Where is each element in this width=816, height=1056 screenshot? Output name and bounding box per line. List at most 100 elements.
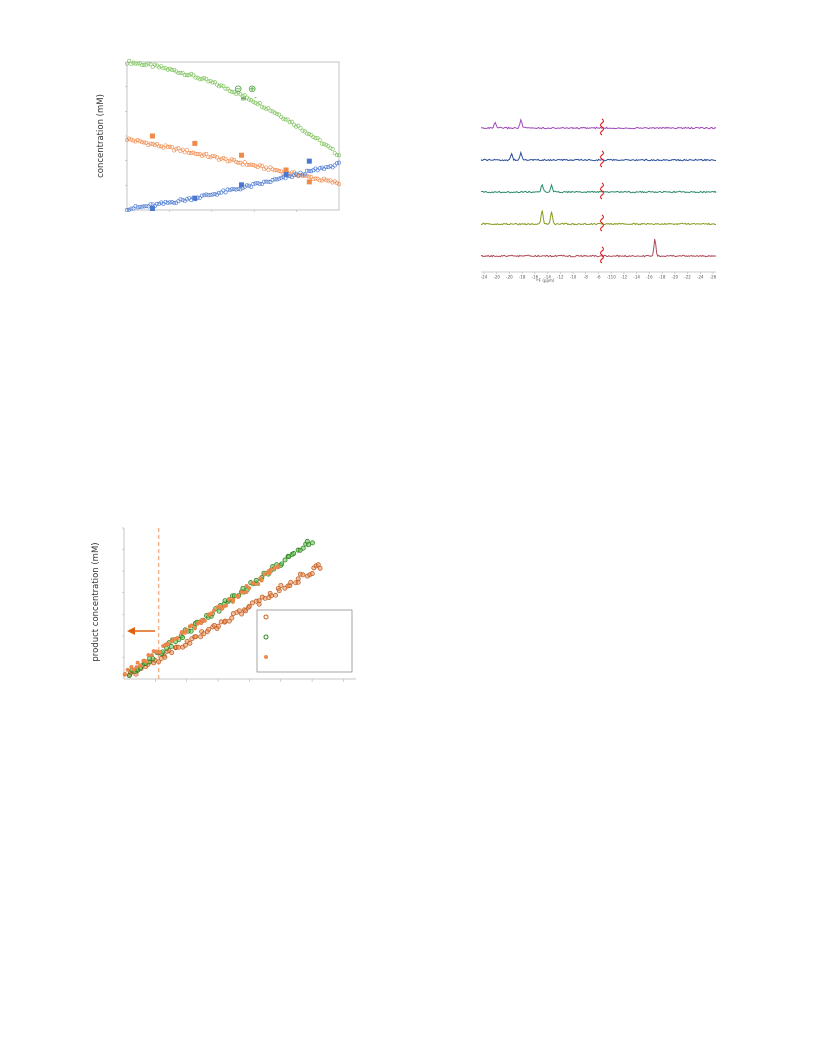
x-tick-label: -18: [659, 275, 666, 280]
data-point: [184, 197, 189, 202]
data-point: [225, 187, 230, 192]
data-point: [257, 163, 262, 168]
spectrum-trace: [480, 210, 716, 226]
spectrum-trace: [481, 239, 717, 258]
data-point: [202, 152, 207, 157]
data-point: [159, 200, 164, 205]
data-point: [296, 173, 301, 178]
data-square: [238, 182, 244, 188]
data-point: [268, 593, 274, 599]
data-point: [217, 604, 222, 609]
axis-break-mark: [599, 246, 605, 264]
data-point: [223, 190, 228, 195]
data-point: [144, 204, 149, 209]
data-point: [146, 653, 151, 658]
data-point: [210, 153, 215, 158]
data-point: [206, 79, 211, 84]
data-point: [244, 583, 249, 588]
data-point: [162, 654, 168, 660]
data-point: [174, 146, 179, 151]
data-point: [259, 104, 264, 109]
data-point: [182, 642, 188, 648]
data-point: [193, 151, 198, 156]
data-point: [322, 167, 327, 172]
data-point: [257, 181, 262, 186]
data-point: [283, 117, 288, 122]
data-point: [309, 540, 315, 546]
spectrum-trace: [480, 118, 717, 130]
data-point: [157, 650, 162, 655]
data-point: [264, 165, 269, 170]
data-point: [161, 66, 166, 71]
data-point: [144, 140, 149, 145]
spectrum-trace: [480, 150, 717, 162]
data-point: [236, 595, 241, 600]
data-point: [195, 152, 200, 157]
data-point: [148, 141, 153, 146]
data-point: [193, 75, 198, 80]
data-point: [165, 200, 170, 205]
data-point: [178, 197, 183, 202]
data-point: [134, 665, 139, 670]
data-point: [247, 97, 252, 102]
data-point: [135, 138, 140, 143]
data-point: [236, 160, 241, 165]
data-point: [225, 86, 230, 91]
x-tick-label: -20: [506, 275, 513, 280]
data-point: [223, 86, 228, 91]
data-point: [298, 173, 303, 178]
data-point: [247, 183, 252, 188]
data-point: [175, 636, 180, 641]
data-point: [148, 202, 153, 207]
x-tick-label: -20: [672, 275, 679, 280]
data-point: [249, 600, 255, 606]
x-tick-label: -12: [557, 275, 564, 280]
data-point: [163, 199, 168, 204]
data-point: [289, 119, 294, 124]
data-point: [302, 173, 307, 178]
data-point: [178, 149, 183, 154]
data-point: [251, 99, 256, 104]
data-point: [227, 188, 232, 193]
x-tick-label: -24: [697, 275, 704, 280]
data-point: [291, 551, 297, 556]
data-point: [309, 571, 315, 577]
data-point: [198, 634, 203, 640]
data-point: [224, 603, 229, 608]
data-point: [199, 621, 204, 626]
data-point: [270, 178, 275, 183]
data-point: [208, 155, 213, 160]
data-point: [167, 200, 172, 205]
data-point: [219, 83, 224, 88]
data-point: [204, 152, 209, 157]
data-point: [256, 598, 262, 604]
data-point: [172, 68, 177, 73]
data-point: [251, 163, 256, 168]
data-point: [217, 84, 222, 89]
data-point: [330, 146, 335, 151]
data-point: [328, 145, 333, 150]
data-point: [326, 165, 331, 170]
data-point: [234, 91, 239, 96]
data-point: [150, 64, 155, 69]
spectrum-trace: [480, 183, 717, 194]
data-point: [217, 190, 222, 195]
data-point: [332, 163, 337, 168]
data-point: [336, 182, 341, 187]
data-point: [304, 168, 309, 173]
data-point: [247, 163, 252, 168]
data-point: [139, 204, 144, 209]
data-point: [319, 141, 324, 146]
data-point: [336, 160, 341, 165]
data-point: [131, 60, 136, 65]
data-point: [191, 73, 196, 78]
legend-symbol-dash: -: [254, 93, 257, 102]
data-point: [217, 157, 222, 162]
data-point: [276, 565, 281, 570]
data-point: [180, 147, 185, 152]
data-point: [219, 190, 224, 195]
data-point: [225, 159, 230, 164]
data-point: [221, 84, 226, 89]
